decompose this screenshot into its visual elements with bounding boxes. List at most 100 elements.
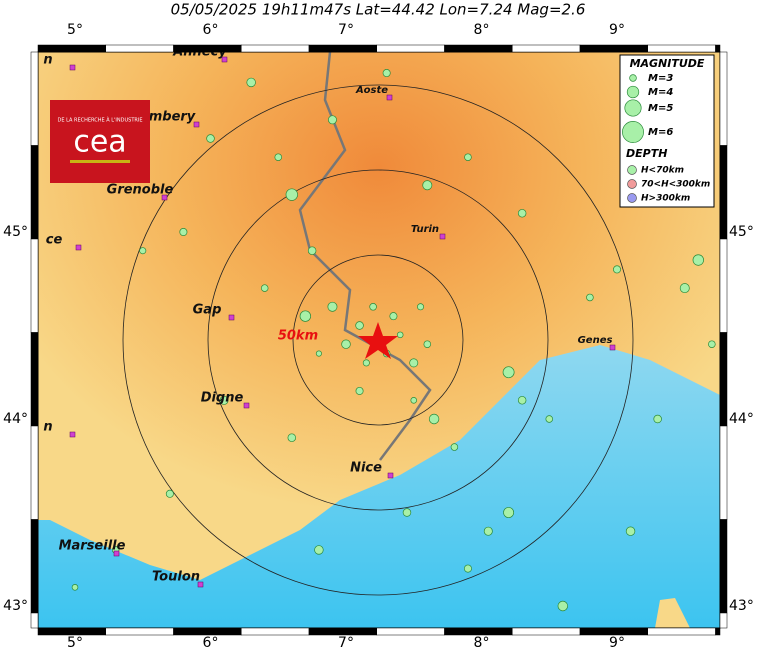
border-bar [719, 612, 728, 629]
lat-label: 43° [3, 598, 28, 614]
border-bar [719, 238, 728, 333]
city-label: Aoste [355, 85, 388, 96]
border-bar [105, 627, 174, 636]
border-bar [719, 51, 728, 146]
border-bar [30, 51, 39, 146]
legend-title: DEPTH [626, 147, 667, 160]
city-label: Genes [578, 335, 613, 346]
city-marker [113, 550, 120, 557]
event [299, 310, 312, 322]
event [260, 284, 269, 292]
event [362, 359, 370, 367]
event [502, 366, 515, 379]
border-bar [30, 145, 39, 240]
event [71, 584, 79, 591]
epicenter [358, 322, 398, 359]
border-bar [376, 627, 445, 636]
event [423, 340, 432, 348]
event [327, 301, 338, 312]
border-bar [719, 145, 728, 240]
border-bar [647, 44, 716, 53]
event [314, 545, 324, 555]
city-label: n [43, 420, 52, 435]
border-bar [444, 627, 513, 636]
city-marker [387, 472, 394, 479]
event [139, 247, 147, 255]
lat-label: 45° [729, 224, 754, 240]
event [327, 115, 337, 125]
event [428, 413, 440, 425]
lon-label: 8° [474, 635, 490, 651]
event [409, 358, 419, 368]
border-bar [715, 44, 721, 53]
city-label: Turin [411, 224, 439, 235]
legend-symbol [626, 85, 640, 99]
border-bar [30, 238, 39, 333]
city-label: Grenoble [107, 183, 174, 198]
event [402, 508, 412, 517]
event [653, 414, 662, 424]
event [382, 69, 391, 78]
city-label: Marseille [59, 539, 126, 554]
lat-label: 45° [3, 224, 28, 240]
lat-label: 44° [3, 411, 28, 427]
event [625, 526, 636, 536]
event [355, 321, 364, 330]
city-label: mbery [149, 110, 196, 125]
border-bar [579, 44, 648, 53]
city-marker [609, 344, 616, 351]
event [206, 134, 215, 143]
event [417, 303, 425, 311]
legend: MAGNITUDE DEPTH M=3 M=4 M=5 M=6 H<70km 70<H<3… [619, 54, 715, 208]
border [298, 52, 432, 461]
event [341, 339, 351, 349]
city-label: Gap [193, 303, 222, 318]
legend-symbol [622, 121, 644, 143]
event [464, 153, 472, 161]
event [285, 188, 298, 201]
event [586, 293, 594, 302]
event [517, 396, 527, 405]
border-bar [715, 627, 721, 636]
border-bar [376, 44, 445, 53]
lon-label: 7° [338, 635, 354, 651]
distance-label: 50km [278, 329, 318, 344]
event [450, 443, 459, 451]
event [355, 386, 364, 395]
event [557, 600, 568, 612]
event [307, 246, 317, 255]
border-bar [719, 332, 728, 427]
city-marker [161, 194, 168, 201]
border-bar [444, 44, 513, 53]
legend-symbol [629, 74, 637, 82]
title: 05/05/2025 19h11m47s Lat=44.42 Lon=7.24 … [171, 1, 586, 19]
event [545, 415, 553, 423]
event [422, 180, 433, 191]
border-bar [30, 612, 39, 629]
city-marker [197, 581, 204, 588]
legend-label: M=3 [648, 73, 673, 84]
border-bar [241, 627, 310, 636]
border-bar [37, 627, 106, 636]
event [274, 153, 283, 161]
border-bar [30, 332, 39, 427]
event [396, 331, 404, 339]
event [503, 507, 515, 518]
border-bar [173, 44, 242, 53]
border-bar [647, 627, 716, 636]
border-bar [241, 44, 310, 53]
event [679, 283, 690, 294]
lat-label: 44° [729, 411, 754, 427]
legend-symbol [624, 99, 642, 117]
lon-label: 5° [67, 635, 83, 651]
lon-label: 9° [609, 22, 625, 38]
event [246, 77, 256, 88]
legend-label: M=5 [648, 103, 673, 114]
logo-name: cea [73, 125, 126, 160]
distance-rings [122, 84, 634, 596]
city-marker [243, 402, 250, 409]
lon-label: 7° [338, 22, 354, 38]
legend-symbol [627, 165, 637, 175]
event [410, 397, 418, 404]
city-marker [69, 64, 76, 71]
